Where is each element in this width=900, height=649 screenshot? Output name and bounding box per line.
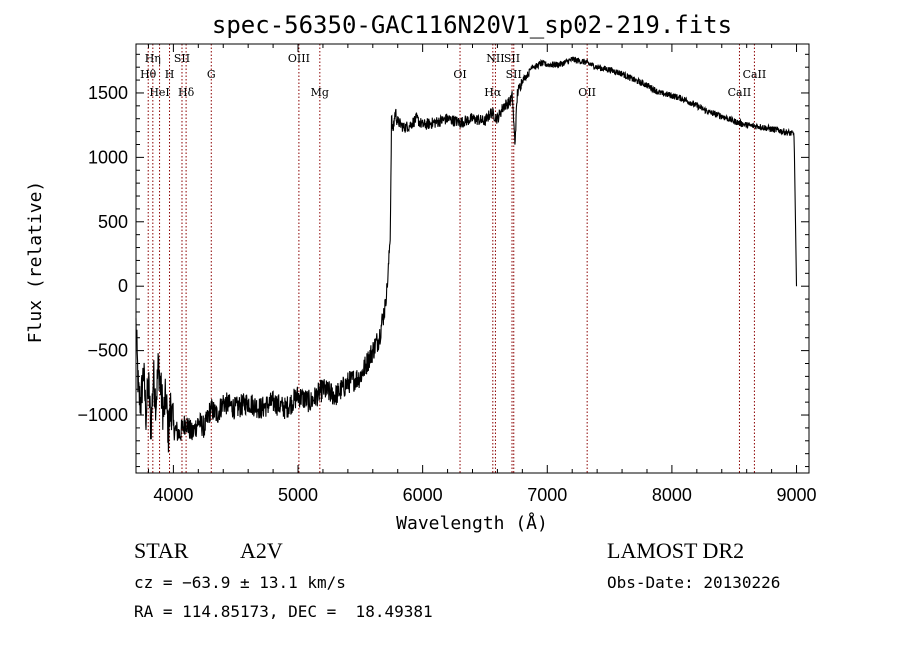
spectral-line-label: Hδ — [178, 86, 195, 99]
spectral-line-label: OI — [453, 68, 466, 81]
chart-title: spec-56350-GAC116N20V1_sp02-219.fits — [212, 11, 732, 39]
object-type: STAR — [134, 538, 189, 563]
spectral-line-label: OIII — [288, 52, 310, 65]
spectral-line-label: G — [207, 68, 216, 81]
y-axis: −1000 −500 0 500 1000 1500 — [77, 53, 809, 468]
spectrum-series-line — [135, 56, 798, 453]
x-tick-label: 4000 — [153, 485, 193, 505]
y-tick-label: 1000 — [88, 147, 128, 167]
x-tick-label: 9000 — [777, 485, 817, 505]
x-tick-label: 6000 — [403, 485, 443, 505]
spectral-line-label: CaII — [743, 68, 767, 81]
spectral-line-label: SII — [174, 52, 190, 65]
spectral-line-label: SII — [506, 68, 522, 81]
y-tick-label: 1500 — [88, 83, 128, 103]
object-subclass: A2V — [240, 538, 283, 563]
y-tick-label: −500 — [87, 341, 128, 361]
x-tick-label: 7000 — [527, 485, 567, 505]
spectral-line-markers — [147, 44, 755, 473]
spectral-line-labels: Hη Hθ HeI SII HHδ G OIII Mg OI NII Hα SII SII OII CaII… — [140, 52, 766, 99]
observation-date: Obs-Date: 20130226 — [607, 573, 781, 592]
y-axis-label: Flux (relative) — [25, 181, 46, 344]
spectral-line-label: Mg — [311, 86, 329, 99]
spectral-line-label: Hα — [484, 86, 502, 99]
x-tick-label: 8000 — [652, 485, 692, 505]
spectral-line-label: CaII — [728, 86, 752, 99]
spectral-line-label: Hθ — [140, 68, 157, 81]
spectral-line-label: H — [165, 68, 175, 81]
spectral-line-label: SII — [504, 52, 520, 65]
plot-frame — [135, 43, 810, 474]
redshift-cz: cz = −63.9 ± 13.1 km/s — [134, 573, 346, 592]
spectral-line-label: NII — [486, 52, 504, 65]
y-tick-label: 500 — [98, 212, 128, 232]
x-axis: 4000 5000 6000 7000 8000 9000 — [147, 44, 817, 505]
y-tick-label: 0 — [118, 276, 128, 296]
ra-dec-coords: RA = 114.85173, DEC = 18.49381 — [134, 602, 433, 621]
x-tick-label: 5000 — [278, 485, 318, 505]
x-axis-label: Wavelength (Å) — [396, 512, 548, 534]
spectral-line-label: OII — [578, 86, 596, 99]
spectral-line-label: Hη — [145, 52, 161, 65]
survey-name: LAMOST DR2 — [607, 538, 745, 563]
spectral-line-label: HeI — [149, 86, 169, 99]
y-tick-label: −1000 — [77, 405, 128, 425]
